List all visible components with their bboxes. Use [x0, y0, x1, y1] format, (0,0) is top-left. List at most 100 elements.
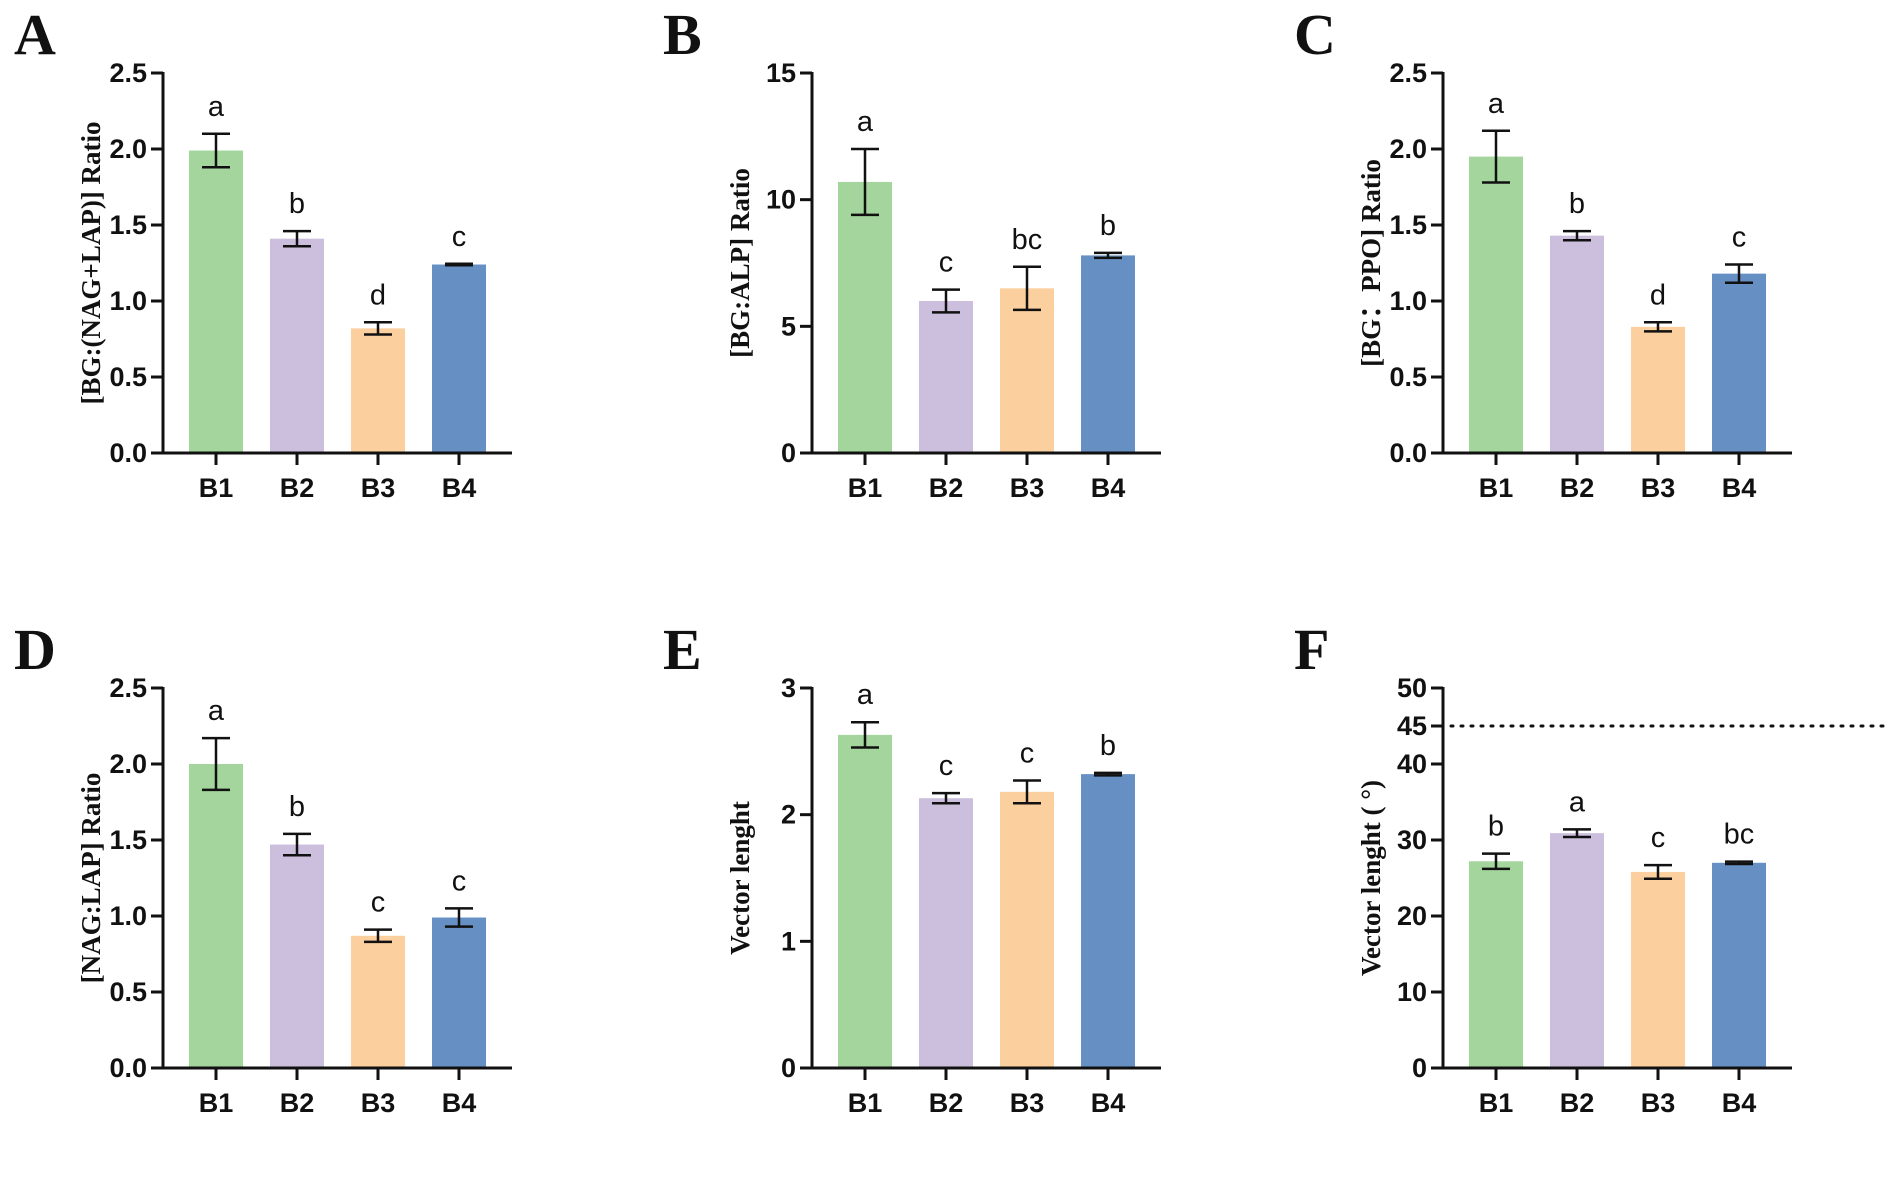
y-tick-label: 0	[781, 438, 796, 468]
bar-b4	[1081, 255, 1135, 453]
y-tick-label: 1	[781, 926, 796, 956]
bar-b2	[270, 844, 324, 1068]
y-tick-label: 45	[1397, 711, 1427, 741]
y-tick-label: 5	[781, 311, 796, 341]
y-tick-label: 2.0	[1389, 134, 1427, 164]
significance-letter: c	[371, 887, 386, 919]
bar-b1	[1469, 861, 1523, 1068]
x-tick-label: B2	[929, 1088, 964, 1118]
x-tick-label: B3	[1010, 1088, 1045, 1118]
y-axis-label: [BG:(NAG+LAP)] Ratio	[76, 121, 106, 404]
error-bar	[202, 736, 230, 792]
bar-b3	[351, 328, 405, 453]
x-tick-label: B3	[1641, 473, 1676, 503]
y-tick-label: 1.5	[109, 825, 147, 855]
x-tick-label: B3	[361, 473, 396, 503]
y-tick-label: 20	[1397, 901, 1427, 931]
y-tick-label: 0.0	[109, 1053, 147, 1083]
panel-label: F	[1294, 617, 1329, 682]
bar-b3	[1631, 326, 1685, 453]
error-bar	[445, 262, 473, 267]
bar-b4	[432, 264, 486, 453]
y-tick-label: 1.0	[109, 901, 147, 931]
y-tick-label: 0	[781, 1053, 796, 1083]
x-tick-label: B1	[199, 473, 234, 503]
significance-letter: b	[1488, 811, 1504, 843]
y-tick-label: 2.5	[1389, 58, 1427, 88]
panel-c: C [BG：PPO] Ratio a B1 b B2 d B3 c B4 0.0 0.5 1.0 1.5 2…	[1294, 2, 1792, 503]
bar-b1	[189, 764, 243, 1068]
significance-letter: b	[289, 791, 305, 823]
significance-letter: b	[1100, 730, 1116, 762]
x-tick-label: B3	[361, 1088, 396, 1118]
x-tick-label: B4	[442, 1088, 477, 1118]
y-tick-label: 10	[1397, 977, 1427, 1007]
bar-b3	[1000, 791, 1054, 1068]
error-bar	[1563, 828, 1591, 839]
error-bar	[364, 928, 392, 944]
y-tick-label: 0.5	[109, 977, 147, 1007]
bar-b1	[838, 181, 892, 453]
panel-label: B	[663, 2, 702, 67]
y-tick-label: 2.0	[109, 749, 147, 779]
significance-letter: d	[1650, 279, 1666, 311]
bar-b2	[1550, 833, 1604, 1068]
y-axis-label: [BG:ALP] Ratio	[725, 168, 755, 358]
y-tick-label: 30	[1397, 825, 1427, 855]
x-tick-label: B4	[1091, 1088, 1126, 1118]
error-bar	[1482, 129, 1510, 184]
panel-b: B [BG:ALP] Ratio a B1 c B2 bc B3 b B4 0 5 10 15	[663, 2, 1161, 503]
significance-letter: bc	[1724, 819, 1755, 851]
significance-letter: b	[1569, 188, 1585, 220]
panel-d: D [NAG:LAP] Ratio a B1 b B2 c B3 c B4 0.0 0.5 1.0 1.5…	[14, 617, 512, 1118]
error-bar	[1725, 860, 1753, 866]
y-tick-label: 2.0	[109, 134, 147, 164]
x-tick-label: B4	[442, 473, 477, 503]
y-tick-label: 0	[1412, 1053, 1427, 1083]
x-tick-label: B1	[848, 1088, 883, 1118]
panel-label: E	[663, 617, 702, 682]
x-tick-label: B3	[1641, 1088, 1676, 1118]
y-tick-label: 0.5	[1389, 362, 1427, 392]
bar-b2	[1550, 235, 1604, 453]
error-bar	[1644, 863, 1672, 881]
error-bar	[445, 907, 473, 928]
y-axis-label: Vector lenght ( °)	[1356, 780, 1386, 976]
bar-b4	[432, 917, 486, 1068]
y-tick-label: 1.5	[1389, 210, 1427, 240]
significance-letter: c	[1020, 737, 1035, 769]
y-tick-label: 0.5	[109, 362, 147, 392]
x-tick-label: B4	[1722, 1088, 1757, 1118]
bar-b3	[351, 935, 405, 1068]
y-tick-label: 1.0	[1389, 286, 1427, 316]
panel-label: D	[14, 617, 56, 682]
error-bar	[1094, 771, 1122, 777]
significance-letter: b	[1100, 210, 1116, 242]
significance-letter: c	[452, 221, 467, 253]
x-tick-label: B3	[1010, 473, 1045, 503]
error-bar	[283, 229, 311, 248]
y-axis-label: [NAG:LAP] Ratio	[76, 773, 106, 984]
significance-letter: a	[208, 695, 225, 727]
x-tick-label: B2	[929, 473, 964, 503]
bar-b2	[919, 798, 973, 1068]
y-axis-label: Vector lenght	[725, 801, 755, 955]
significance-letter: c	[1732, 222, 1747, 254]
y-tick-label: 50	[1397, 673, 1427, 703]
significance-letter: a	[857, 679, 874, 711]
y-tick-label: 0.0	[1389, 438, 1427, 468]
y-tick-label: 10	[766, 185, 796, 215]
significance-letter: a	[1569, 786, 1586, 818]
x-tick-label: B1	[848, 473, 883, 503]
significance-letter: bc	[1012, 224, 1043, 256]
x-tick-label: B1	[199, 1088, 234, 1118]
error-bar	[364, 321, 392, 336]
error-bar	[1482, 852, 1510, 871]
x-tick-label: B1	[1479, 473, 1514, 503]
error-bar	[202, 132, 230, 169]
x-tick-label: B4	[1091, 473, 1126, 503]
bar-b4	[1081, 774, 1135, 1068]
bar-b4	[1712, 273, 1766, 453]
bar-b3	[1000, 288, 1054, 453]
